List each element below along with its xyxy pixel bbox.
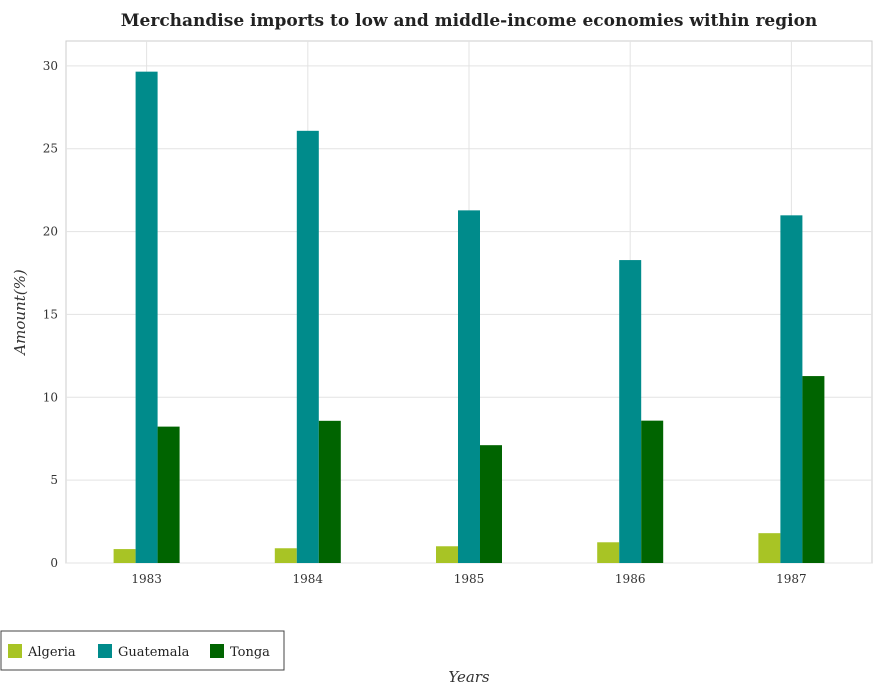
bar-algeria-1985: [436, 546, 458, 563]
legend-label-algeria: Algeria: [27, 645, 76, 660]
y-tick-label: 20: [43, 225, 58, 239]
bar-guatemala-1983: [135, 71, 158, 564]
legend: Algeria Guatemala Tonga: [0, 630, 285, 671]
legend-label-guatemala: Guatemala: [118, 645, 190, 660]
x-tick-label: 1984: [293, 572, 324, 586]
bar-guatemala-1985: [458, 210, 480, 564]
bar-guatemala-1987: [780, 215, 803, 563]
y-tick-label: 0: [50, 556, 58, 570]
y-tick-label: 25: [43, 142, 58, 156]
bar-tonga-1986: [641, 420, 664, 563]
bar-algeria-1984: [274, 548, 297, 563]
x-tick-label: 1985: [454, 572, 485, 586]
legend-swatch-guatemala: [98, 644, 112, 658]
bar-guatemala-1984: [296, 130, 319, 563]
bar-tonga-1987: [802, 376, 825, 563]
legend-box: [0, 630, 285, 671]
y-tick-label: 30: [43, 59, 58, 73]
bar-tonga-1983: [157, 426, 180, 563]
bar-algeria-1987: [758, 533, 781, 563]
bar-algeria-1983: [113, 549, 136, 563]
plot-area: 0 5 10 15 20 25 30 1983 1984 1985 1986 1987: [43, 40, 873, 586]
x-axis-label: Years: [448, 668, 490, 686]
legend-swatch-tonga: [210, 644, 224, 658]
legend-label-tonga: Tonga: [230, 645, 270, 660]
bar-algeria-1986: [597, 542, 620, 563]
x-tick-label: 1987: [776, 572, 807, 586]
y-tick-label: 10: [43, 390, 58, 404]
y-axis-label: Amount(%): [11, 269, 29, 357]
chart-title: Merchandise imports to low and middle-in…: [121, 11, 818, 31]
x-tick-label: 1983: [131, 572, 162, 586]
bar-guatemala-1986: [619, 260, 642, 563]
legend-swatch-algeria: [8, 644, 22, 658]
y-tick-label: 5: [50, 473, 58, 487]
x-tick-label: 1986: [615, 572, 646, 586]
bar-tonga-1984: [318, 420, 341, 563]
bar-tonga-1985: [480, 445, 502, 563]
y-tick-label: 15: [43, 307, 58, 321]
